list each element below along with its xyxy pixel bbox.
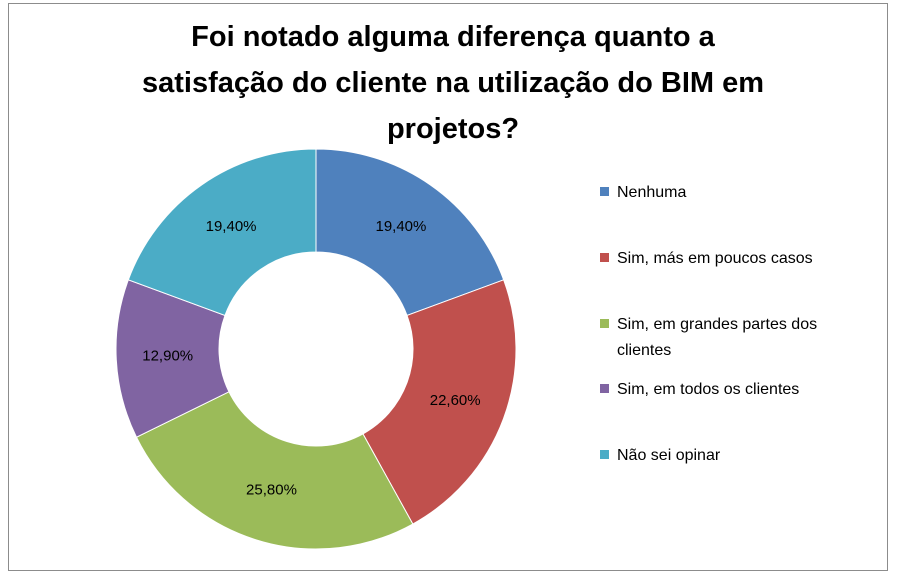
legend-label-nenhuma: Nenhuma (617, 184, 687, 201)
legend-swatch-nenhuma (600, 187, 609, 196)
data-label-nenhuma: 19,40% (375, 218, 426, 235)
donut-data-labels: 19,40% 22,60% 25,80% 12,90% 19,40% (142, 218, 480, 498)
legend-label-grandes-partes-line-2: clientes (617, 342, 672, 359)
legend-label-nao-sei: Não sei opinar (617, 447, 721, 464)
legend-item-poucos-casos: Sim, más em poucos casos (600, 246, 870, 272)
data-label-poucos-casos: 22,60% (430, 392, 481, 409)
legend-label-poucos-casos: Sim, más em poucos casos (617, 250, 813, 267)
legend-item-todos-clientes: Sim, em todos os clientes (600, 377, 870, 403)
legend-swatch-poucos-casos (600, 253, 609, 262)
data-label-nao-sei: 19,40% (206, 218, 257, 235)
legend-label-todos-clientes: Sim, em todos os clientes (617, 381, 800, 398)
donut-slice-poucos-casos (362, 279, 517, 525)
data-label-todos-clientes: 12,90% (142, 348, 193, 365)
legend-item-nao-sei: Não sei opinar (600, 443, 870, 469)
legend-swatch-grandes-partes (600, 319, 609, 328)
legend-swatch-nao-sei (600, 450, 609, 459)
donut-slices (115, 148, 517, 550)
chart-title-line-1: Foi notado alguma diferença quanto a (191, 21, 715, 53)
legend-item-grandes-partes: Sim, em grandes partes dos clientes (600, 312, 870, 364)
chart-title-line-3: projetos? (386, 113, 520, 145)
donut-slice-grandes-partes (135, 391, 414, 550)
legend-item-nenhuma: Nenhuma (600, 180, 870, 206)
donut-slice-nenhuma (315, 148, 505, 317)
chart-title-line-2: satisfação do cliente na utilização do B… (141, 67, 765, 99)
legend-label-grandes-partes-line-1: Sim, em grandes partes dos (617, 316, 818, 333)
chart-title: Foi notado alguma diferença quanto a sat… (0, 14, 906, 152)
legend-swatch-todos-clientes (600, 384, 609, 393)
data-label-grandes-partes: 25,80% (246, 482, 297, 499)
donut-slice-nao-sei (127, 148, 317, 317)
